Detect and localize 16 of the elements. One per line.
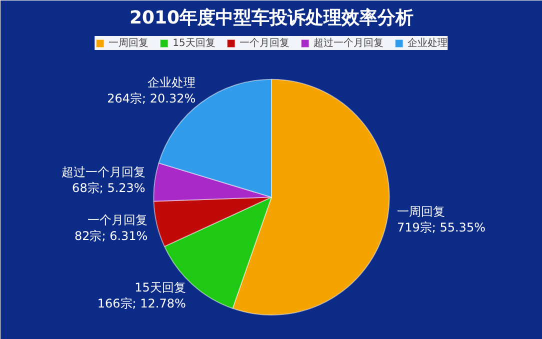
data-label: 719宗; 55.35% xyxy=(396,220,486,234)
data-label: 166宗; 12.78% xyxy=(97,296,186,311)
slice-label: 企业处理 xyxy=(148,75,196,90)
legend-label: 一个月回复 xyxy=(239,37,290,50)
legend-label: 企业处理 xyxy=(407,36,448,50)
legend-label: 一周回复 xyxy=(108,37,149,50)
data-label: 82宗; 6.31% xyxy=(74,228,148,243)
data-label: 264宗; 20.32% xyxy=(107,92,196,106)
legend-label: 15天回复 xyxy=(172,37,216,50)
slice-label: 超过一个月回复 xyxy=(61,164,146,179)
chart-title: 2010年度中型车投诉处理效率分析 xyxy=(129,8,414,28)
slice-label: 15天回复 xyxy=(134,280,186,294)
slice-label: 一个月回复 xyxy=(88,212,148,227)
data-label: 68宗; 5.23% xyxy=(72,181,146,196)
slice-label: 一周回复 xyxy=(396,204,445,218)
legend-label: 超过一个月回复 xyxy=(313,36,384,50)
